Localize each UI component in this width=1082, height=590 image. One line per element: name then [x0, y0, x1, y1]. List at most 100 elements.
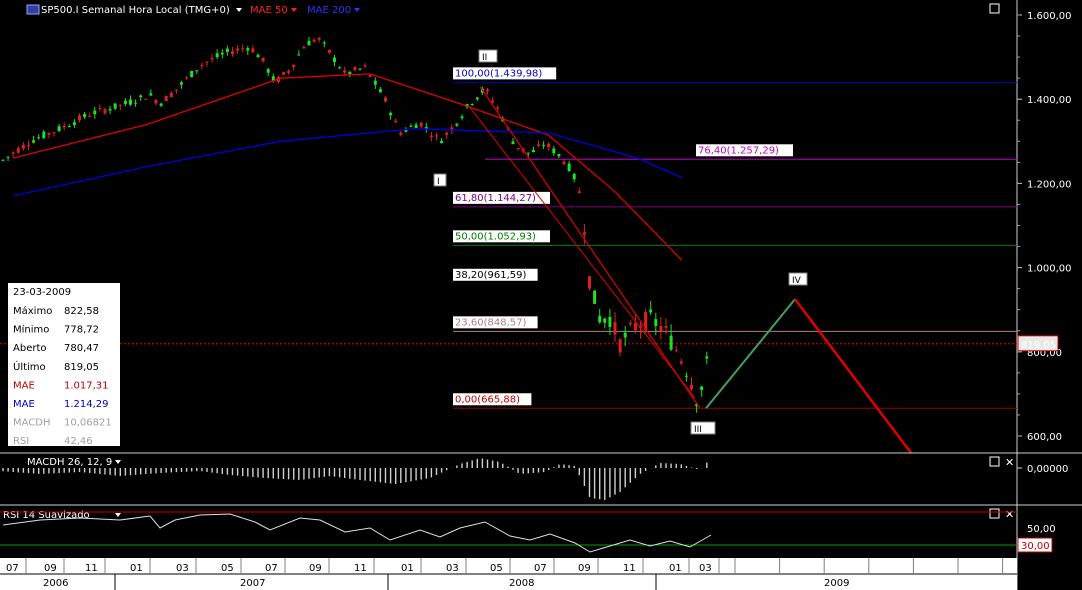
fib-label: 50,00(1.052,93) — [455, 231, 536, 242]
candle-body — [225, 48, 229, 52]
candle-body — [531, 150, 535, 153]
mae1-label[interactable]: MAE 50 — [250, 5, 288, 16]
rsi-level-label: 30,00 — [1021, 541, 1050, 552]
info-value: 780,47 — [64, 343, 99, 354]
macd-close-icon[interactable]: ✕ — [1005, 456, 1014, 469]
macd-maximize-icon[interactable] — [989, 456, 1000, 467]
fib-label-box — [453, 191, 550, 204]
candle-body — [62, 125, 66, 128]
candle-body — [312, 39, 316, 42]
candle-body — [470, 103, 474, 105]
current-price-marker — [1017, 335, 1059, 352]
candle-body — [261, 57, 265, 62]
price-tick-label: 1.600,00 — [1027, 11, 1072, 22]
candle-body — [236, 48, 240, 51]
candle-body — [83, 114, 87, 118]
wave-channel-lower — [469, 107, 696, 399]
wave-label-box — [788, 272, 808, 286]
rsi-close-icon[interactable]: ✕ — [1005, 508, 1014, 521]
candle-body — [378, 89, 382, 93]
candle-body — [169, 92, 173, 98]
candle-body — [246, 48, 250, 51]
candle-body — [511, 141, 515, 145]
price-tick-label: 600,00 — [1027, 432, 1062, 443]
candle-body — [174, 89, 178, 91]
candle-body — [292, 64, 296, 68]
info-key: RSI — [13, 436, 29, 447]
candle-body — [78, 115, 81, 121]
candle-body — [639, 325, 642, 329]
candle-body — [679, 361, 683, 364]
candle-body — [537, 144, 540, 146]
candle-body — [108, 109, 112, 111]
fib-label-box — [453, 67, 557, 80]
rsi-maximize-icon[interactable] — [989, 508, 1000, 519]
candle-body — [195, 70, 199, 72]
candle-body — [460, 116, 464, 118]
wave-channel-upper — [479, 86, 701, 409]
candle-body — [603, 318, 607, 323]
candle-body — [669, 335, 673, 350]
candle-body — [185, 77, 189, 79]
candle-body — [705, 356, 709, 359]
candle-body — [144, 98, 148, 100]
candle-body — [200, 65, 204, 67]
fib-label: 0,00(665,88) — [455, 394, 520, 405]
candle-body — [149, 93, 153, 96]
wave-label: I — [437, 177, 440, 187]
candle-body — [368, 74, 372, 77]
price-tick-label: 1.400,00 — [1027, 95, 1072, 106]
month-label: 07 — [265, 563, 278, 574]
info-value: 42,46 — [64, 436, 93, 447]
candle-body — [190, 71, 194, 78]
candle-body — [180, 82, 183, 85]
candle-body — [547, 143, 551, 148]
candle-body — [231, 51, 234, 55]
candle-body — [399, 132, 403, 136]
candle-body — [654, 319, 658, 326]
candle-body — [526, 152, 530, 154]
month-label: 01 — [401, 563, 414, 574]
chart-type-icon[interactable] — [26, 4, 40, 15]
candle-body — [562, 161, 566, 165]
candle-body — [317, 37, 321, 40]
rsi-dropdown-icon[interactable] — [115, 513, 121, 517]
month-label: 11 — [623, 563, 636, 574]
month-label: 09 — [309, 563, 322, 574]
candle-body — [256, 54, 260, 58]
fib-label-box — [453, 230, 550, 243]
candle-body — [52, 132, 56, 134]
candle-body — [582, 232, 586, 235]
candle-body — [98, 107, 102, 109]
candle-body — [445, 132, 449, 135]
projection-down — [794, 298, 912, 454]
mae2-label[interactable]: MAE 200 — [307, 5, 351, 16]
month-label: 07 — [534, 563, 547, 574]
candle-body — [404, 129, 408, 132]
candle-body — [455, 123, 459, 126]
candle-body — [394, 120, 398, 123]
candle-body — [557, 154, 561, 157]
mae2-dropdown-icon[interactable] — [354, 8, 360, 12]
macd-dropdown-icon[interactable] — [115, 460, 121, 464]
info-box — [8, 283, 120, 446]
candle-body — [649, 309, 653, 313]
info-key: Aberto — [13, 343, 47, 354]
candle-body — [419, 122, 423, 127]
candle-body — [297, 54, 301, 56]
candle-body — [348, 71, 352, 75]
candle-body — [16, 148, 20, 153]
candle-body — [593, 290, 597, 304]
symbol-dropdown-icon[interactable] — [236, 8, 242, 12]
candle-body — [322, 42, 326, 44]
candle-body — [424, 127, 428, 129]
candle-body — [67, 126, 71, 128]
candle-body — [271, 76, 275, 81]
mae1-dropdown-icon[interactable] — [291, 8, 297, 12]
info-value: 1.017,31 — [64, 380, 109, 391]
wave-label: III — [694, 425, 702, 435]
candle-body — [384, 97, 387, 102]
maximize-icon[interactable] — [989, 3, 1000, 14]
candle-body — [205, 61, 209, 63]
month-label: 11 — [85, 563, 98, 574]
